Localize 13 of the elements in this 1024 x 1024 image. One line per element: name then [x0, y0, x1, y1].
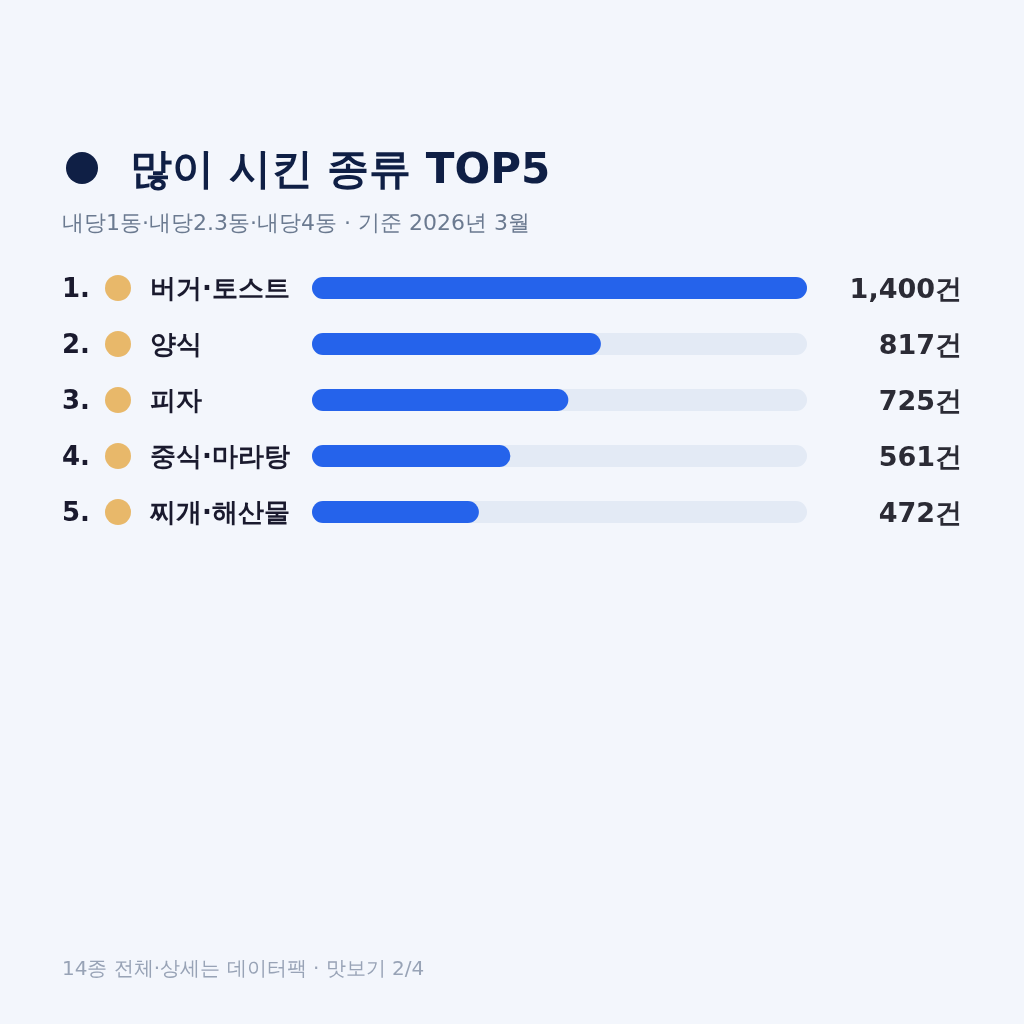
data-label: 561건	[878, 441, 962, 472]
data-label: 817건	[878, 329, 962, 360]
category-label: 2. 양식	[62, 329, 202, 359]
category-label: 5. 찌개·해산물	[62, 497, 290, 527]
category-label: 1. 버거·토스트	[62, 273, 290, 303]
data-label: 472건	[878, 497, 962, 528]
category-label: 4. 중식·마라탕	[62, 441, 290, 471]
chart-title: 많이 시킨 종류 TOP5	[130, 144, 551, 193]
text: 14종 전체·상세는 데이터팩 · 맛보기 2/4	[62, 956, 425, 980]
data-label: 1,400건	[849, 273, 962, 304]
data-label: 725건	[878, 385, 962, 416]
category-label: 3. 피자	[62, 385, 202, 415]
chart-subtitle: 내당1동·내당2.3동·내당4동 · 기준 2026년 3월	[62, 210, 530, 235]
